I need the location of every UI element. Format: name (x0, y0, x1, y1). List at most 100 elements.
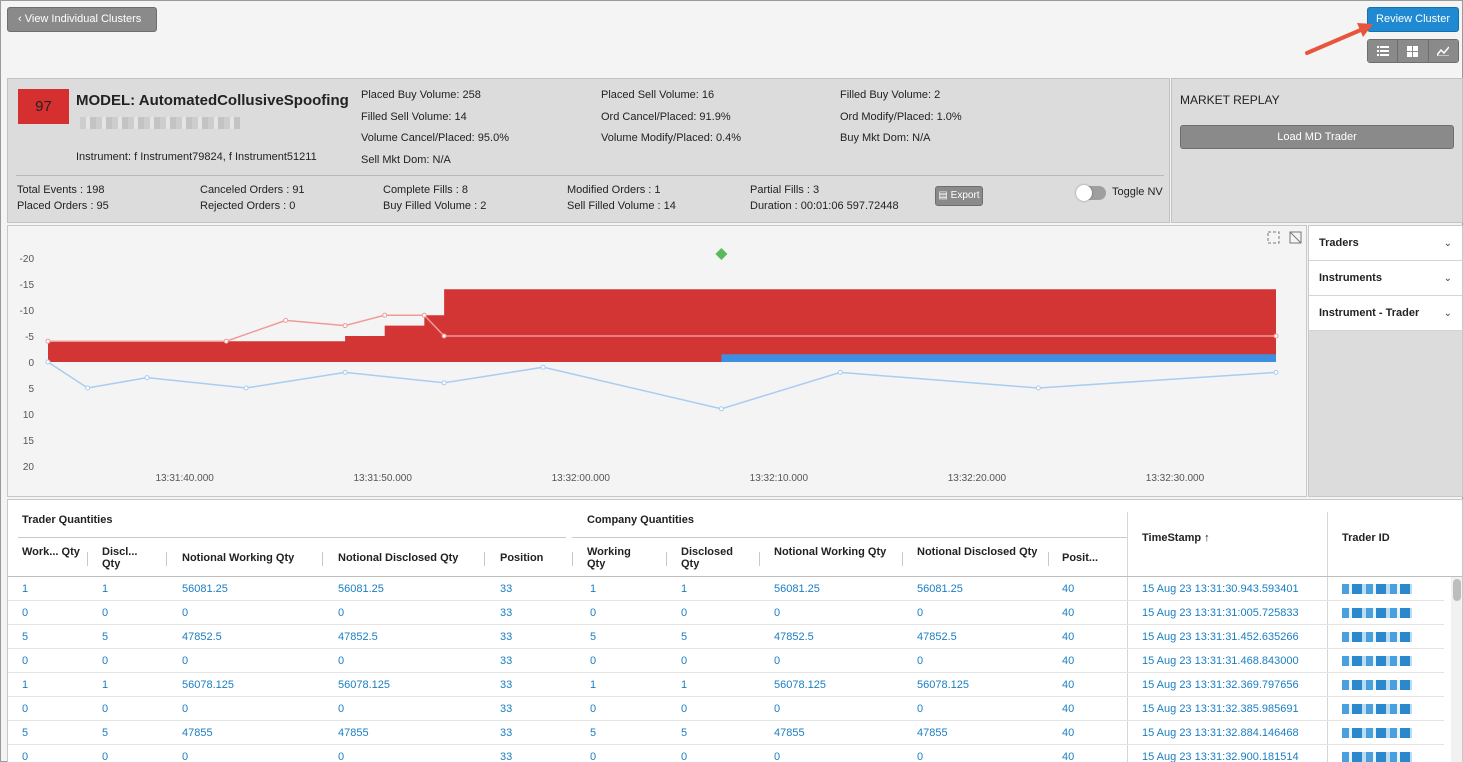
table-row[interactable]: 0 0 0 0 33 0 0 0 0 40 15 Aug 23 13:31:31.468.84300… (8, 649, 1444, 673)
table-cell[interactable]: 33 (500, 583, 513, 595)
table-cell[interactable]: 40 (1062, 655, 1075, 667)
table-cell[interactable]: 5 (681, 631, 688, 643)
table-cell[interactable]: 40 (1062, 679, 1075, 691)
table-cell[interactable]: 0 (590, 607, 597, 619)
view-individual-clusters-button[interactable]: ‹ View Individual Clusters (7, 7, 157, 32)
table-row[interactable]: 1 1 56078.125 56078.125 33 1 1 56078.125 56078.1… (8, 673, 1444, 697)
table-cell[interactable]: 0 (590, 751, 597, 762)
col-trader-id[interactable]: Trader ID (1342, 532, 1390, 544)
col-trader-disclosed[interactable]: Discl... Qty (102, 546, 138, 570)
col-company-notional-working[interactable]: Notional Working Qty (774, 546, 887, 558)
table-cell[interactable]: 15 Aug 23 13:31:32.385.985691 (1142, 703, 1299, 715)
table-cell[interactable]: 56078.125 (182, 679, 234, 691)
table-cell[interactable]: 0 (338, 703, 345, 715)
table-cell[interactable]: 0 (338, 655, 345, 667)
table-cell[interactable]: 56081.25 (338, 583, 384, 595)
table-cell[interactable]: 47855 (917, 727, 948, 739)
table-cell[interactable]: 0 (22, 751, 29, 762)
table-cell[interactable]: 0 (774, 703, 781, 715)
table-cell[interactable]: 0 (102, 751, 109, 762)
table-cell[interactable]: 5 (22, 631, 29, 643)
table-cell[interactable]: 0 (681, 607, 688, 619)
col-company-disclosed[interactable]: Disclosed Qty (681, 546, 733, 570)
toggle-nv-switch[interactable] (1076, 185, 1106, 201)
table-cell[interactable]: 0 (681, 703, 688, 715)
table-cell[interactable]: 56081.25 (917, 583, 963, 595)
table-cell[interactable]: 1 (590, 679, 597, 691)
table-cell[interactable]: 56078.125 (338, 679, 390, 691)
table-cell[interactable]: 15 Aug 23 13:31:32.369.797656 (1142, 679, 1299, 691)
table-cell[interactable]: 40 (1062, 583, 1075, 595)
table-cell[interactable]: 0 (102, 703, 109, 715)
table-cell[interactable]: 0 (182, 655, 189, 667)
table-cell[interactable]: 0 (774, 655, 781, 667)
table-cell[interactable]: 0 (102, 655, 109, 667)
table-cell[interactable]: 5 (590, 631, 597, 643)
table-cell[interactable]: 5 (590, 727, 597, 739)
table-row[interactable]: 5 5 47852.5 47852.5 33 5 5 47852.5 47852.5 40 15 A… (8, 625, 1444, 649)
table-cell[interactable]: 0 (917, 703, 924, 715)
table-cell[interactable]: 56078.125 (917, 679, 969, 691)
table-cell[interactable]: 15 Aug 23 13:31:32.900.181514 (1142, 751, 1299, 762)
table-cell[interactable]: 1 (22, 583, 29, 595)
scroll-thumb[interactable] (1453, 579, 1461, 601)
table-cell[interactable]: 5 (102, 631, 109, 643)
table-cell[interactable]: 0 (774, 751, 781, 762)
table-cell[interactable]: 33 (500, 703, 513, 715)
export-button[interactable]: ▤ Export (935, 186, 983, 206)
table-cell[interactable]: 0 (917, 751, 924, 762)
table-cell[interactable]: 0 (917, 655, 924, 667)
table-row[interactable]: 0 0 0 0 33 0 0 0 0 40 15 Aug 23 13:31:32.900.18151… (8, 745, 1444, 762)
table-cell[interactable]: 33 (500, 631, 513, 643)
chart-icon[interactable] (1428, 40, 1458, 62)
col-trader-notional-disclosed[interactable]: Notional Disclosed Qty (338, 552, 459, 564)
table-cell[interactable]: 5 (22, 727, 29, 739)
table-cell[interactable]: 0 (917, 607, 924, 619)
table-cell[interactable]: 15 Aug 23 13:31:32.884.146468 (1142, 727, 1299, 739)
table-cell[interactable]: 47852.5 (917, 631, 957, 643)
table-cell[interactable]: 0 (182, 703, 189, 715)
review-cluster-button[interactable]: Review Cluster (1367, 7, 1459, 32)
table-cell[interactable]: 0 (102, 607, 109, 619)
col-trader-position[interactable]: Position (500, 552, 544, 564)
table-cell[interactable]: 0 (590, 655, 597, 667)
table-scrollbar[interactable] (1451, 577, 1462, 762)
list-icon[interactable] (1368, 40, 1399, 62)
table-cell[interactable]: 15 Aug 23 13:31:31.468.843000 (1142, 655, 1299, 667)
table-cell[interactable]: 15 Aug 23 13:31:30.943.593401 (1142, 583, 1299, 595)
table-cell[interactable]: 33 (500, 679, 513, 691)
table-row[interactable]: 0 0 0 0 33 0 0 0 0 40 15 Aug 23 13:31:32.385.98569… (8, 697, 1444, 721)
table-cell[interactable]: 47855 (182, 727, 213, 739)
table-cell[interactable]: 33 (500, 655, 513, 667)
table-cell[interactable]: 33 (500, 727, 513, 739)
accordion-instruments[interactable]: Instruments ⌄ (1309, 261, 1462, 296)
table-cell[interactable]: 47852.5 (774, 631, 814, 643)
table-row[interactable]: 5 5 47855 47855 33 5 5 47855 47855 40 15 Aug 23 13… (8, 721, 1444, 745)
table-cell[interactable]: 1 (681, 583, 688, 595)
accordion-instrument-trader[interactable]: Instrument - Trader ⌄ (1309, 296, 1462, 331)
load-md-trader-button[interactable]: Load MD Trader (1180, 125, 1454, 149)
table-cell[interactable]: 47852.5 (338, 631, 378, 643)
col-company-position[interactable]: Posit... (1062, 552, 1099, 564)
table-cell[interactable]: 33 (500, 751, 513, 762)
table-cell[interactable]: 0 (590, 703, 597, 715)
table-row[interactable]: 1 1 56081.25 56081.25 33 1 1 56081.25 56081.25 40… (8, 577, 1444, 601)
table-cell[interactable]: 56081.25 (182, 583, 228, 595)
table-cell[interactable]: 56081.25 (774, 583, 820, 595)
col-trader-notional-working[interactable]: Notional Working Qty (182, 552, 295, 564)
table-cell[interactable]: 1 (590, 583, 597, 595)
table-cell[interactable]: 0 (681, 751, 688, 762)
table-cell[interactable]: 5 (102, 727, 109, 739)
table-cell[interactable]: 56078.125 (774, 679, 826, 691)
table-cell[interactable]: 47855 (774, 727, 805, 739)
table-cell[interactable]: 0 (681, 655, 688, 667)
col-trader-working[interactable]: Work... Qty (22, 546, 80, 558)
table-cell[interactable]: 33 (500, 607, 513, 619)
table-cell[interactable]: 1 (681, 679, 688, 691)
table-cell[interactable]: 1 (22, 679, 29, 691)
table-cell[interactable]: 40 (1062, 631, 1075, 643)
table-cell[interactable]: 40 (1062, 703, 1075, 715)
table-cell[interactable]: 40 (1062, 607, 1075, 619)
table-cell[interactable]: 15 Aug 23 13:31:31.452.635266 (1142, 631, 1299, 643)
table-cell[interactable]: 0 (338, 751, 345, 762)
